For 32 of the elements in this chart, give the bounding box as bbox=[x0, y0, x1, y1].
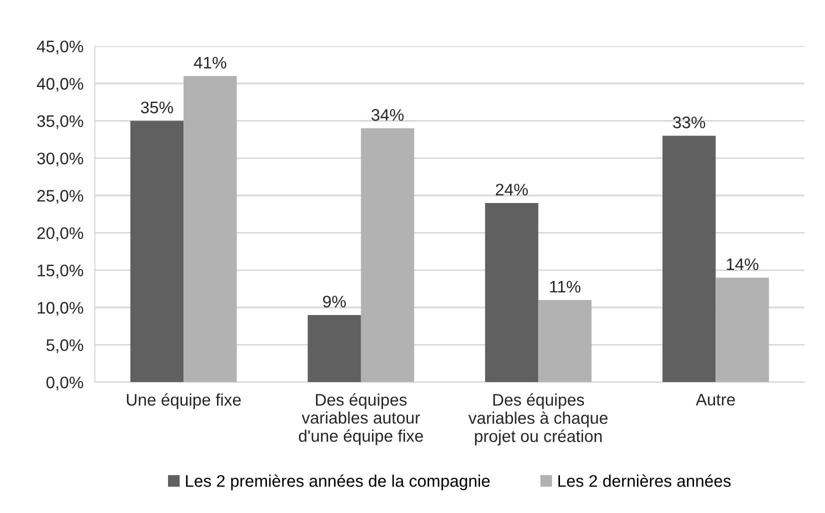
data-label: 35% bbox=[140, 102, 174, 114]
data-label: 41% bbox=[194, 56, 226, 69]
data-label: 34% bbox=[372, 109, 404, 121]
data-label: 33% bbox=[673, 116, 706, 128]
data-label: 9% bbox=[323, 296, 346, 308]
y-tick-label: 40,0% bbox=[36, 78, 84, 92]
y-tick-label: 25,0% bbox=[37, 190, 84, 204]
bar bbox=[184, 76, 237, 382]
legend-label: Les 2 premières années de la compagnie bbox=[186, 474, 490, 490]
data-label: 24% bbox=[496, 184, 528, 196]
x-tick-label: Des équipes variables autour d'une équipe fixe bbox=[298, 393, 423, 446]
y-tick-label: 45,0% bbox=[36, 40, 84, 54]
bar bbox=[716, 278, 769, 382]
y-tick-label: 15,0% bbox=[38, 264, 84, 278]
y-tick-label: 0,0% bbox=[46, 376, 84, 390]
bar bbox=[485, 202, 538, 382]
x-tick-label: Autre bbox=[696, 394, 735, 406]
data-label: 14% bbox=[726, 258, 758, 270]
y-tick-label: 30,0% bbox=[37, 152, 84, 166]
bar bbox=[538, 300, 592, 382]
data-label: 11% bbox=[550, 280, 580, 293]
y-tick-label: 20,0% bbox=[37, 227, 84, 242]
x-tick-label: Des équipes variables à chaque projet ou création bbox=[468, 393, 608, 446]
bar bbox=[360, 128, 414, 382]
bar bbox=[662, 136, 716, 382]
y-tick-label: 35,0% bbox=[37, 115, 84, 130]
bar bbox=[308, 314, 361, 382]
x-tick-label: Une équipe fixe bbox=[126, 393, 241, 410]
legend-label: Les 2 dernières années bbox=[558, 474, 731, 487]
y-tick-label: 5,0% bbox=[46, 339, 84, 354]
bar bbox=[130, 120, 184, 382]
y-tick-label: 10,0% bbox=[38, 302, 84, 316]
